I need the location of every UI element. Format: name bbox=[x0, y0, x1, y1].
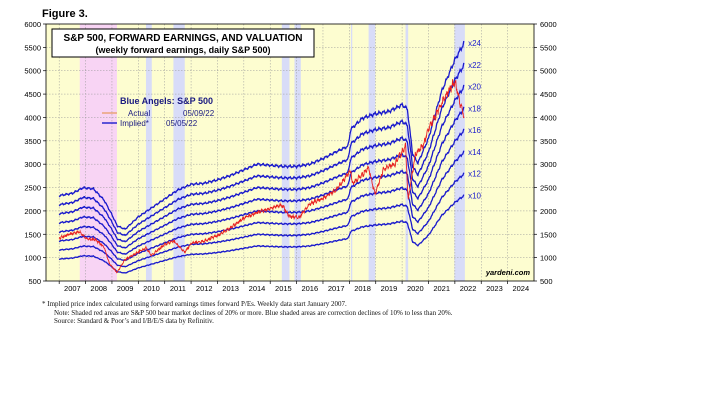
footnote-line-3: Source: Standard & Poor’s and I/B/E/S da… bbox=[54, 317, 214, 325]
y-tick-label-right: 1500 bbox=[540, 230, 557, 239]
x-tick-label: 2010 bbox=[143, 284, 160, 293]
y-tick-label-right: 5000 bbox=[540, 67, 557, 76]
y-tick-label-left: 6000 bbox=[24, 20, 41, 29]
x-tick-label: 2008 bbox=[90, 284, 107, 293]
y-tick-label-left: 5000 bbox=[24, 67, 41, 76]
actual-line bbox=[58, 79, 465, 274]
x-tick-label: 2019 bbox=[381, 284, 398, 293]
watermark: yardeni.com bbox=[485, 268, 531, 277]
legend-date-implied: 05/05/22 bbox=[166, 119, 198, 128]
x-tick-label: 2017 bbox=[328, 284, 345, 293]
y-tick-label-right: 3000 bbox=[540, 160, 557, 169]
series-label-x20: x20 bbox=[468, 83, 481, 92]
implied-line-x24 bbox=[58, 40, 465, 231]
implied-line-x22 bbox=[58, 62, 465, 237]
x-tick-label: 2022 bbox=[460, 284, 477, 293]
y-tick-label-right: 2500 bbox=[540, 184, 557, 193]
series-label-x22: x22 bbox=[468, 61, 481, 70]
y-tick-label-left: 1500 bbox=[24, 230, 41, 239]
y-tick-label-right: 4500 bbox=[540, 90, 557, 99]
y-tick-label-left: 500 bbox=[28, 277, 41, 286]
y-tick-label-left: 2000 bbox=[24, 207, 41, 216]
series-label-x18: x18 bbox=[468, 104, 481, 113]
legend-date-actual: 05/09/22 bbox=[183, 109, 215, 118]
y-tick-label-left: 4500 bbox=[24, 90, 41, 99]
y-tick-label-left: 4000 bbox=[24, 113, 41, 122]
x-tick-label: 2013 bbox=[222, 284, 239, 293]
y-axis-right: 500 1000 1500 2000 2500 3000 3500 4000 4500 5000 5… bbox=[534, 20, 557, 286]
legend-title: Blue Angels: S&P 500 bbox=[120, 96, 213, 106]
x-tick-label: 2020 bbox=[407, 284, 424, 293]
x-tick-label: 2021 bbox=[433, 284, 450, 293]
series-labels: x24 x22 x20 x18 x16 x14 x12 x10 bbox=[468, 39, 481, 200]
footnote: * Implied price index calculated using f… bbox=[42, 300, 642, 326]
correction-shade bbox=[350, 24, 353, 281]
series-lines bbox=[58, 40, 465, 274]
y-tick-label-left: 2500 bbox=[24, 184, 41, 193]
x-tick-label: 2024 bbox=[512, 284, 529, 293]
x-axis: 2007 2008 2009 2010 2011 2012 2013 2014 2015 2016… bbox=[58, 281, 529, 293]
x-tick-label: 2009 bbox=[117, 284, 134, 293]
y-tick-label-right: 1000 bbox=[540, 254, 557, 263]
y-tick-label-right: 4000 bbox=[540, 113, 557, 122]
y-tick-label-right: 2000 bbox=[540, 207, 557, 216]
correction-shade bbox=[405, 24, 409, 281]
y-tick-label-right: 5500 bbox=[540, 43, 557, 52]
implied-line-x20 bbox=[58, 84, 465, 243]
correction-shade bbox=[173, 24, 185, 281]
x-tick-label: 2016 bbox=[301, 284, 318, 293]
legend: Blue Angels: S&P 500 Actual 05/09/22 Imp… bbox=[102, 96, 215, 128]
x-tick-label: 2012 bbox=[196, 284, 213, 293]
implied-line-x10 bbox=[58, 194, 465, 274]
y-tick-label-left: 3000 bbox=[24, 160, 41, 169]
x-tick-label: 2015 bbox=[275, 284, 292, 293]
footnote-line-2: Note: Shaded red areas are S&P 500 bear … bbox=[54, 308, 453, 317]
x-tick-label: 2018 bbox=[354, 284, 371, 293]
implied-line-x12 bbox=[58, 172, 465, 268]
correction-shade bbox=[454, 24, 465, 281]
y-axis-left: 500 1000 1500 2000 2500 3000 3500 4000 4500 5000 5… bbox=[24, 20, 46, 286]
correction-shade bbox=[368, 24, 376, 281]
plot-frame bbox=[45, 23, 535, 282]
correction-shade bbox=[294, 24, 301, 281]
y-tick-label-left: 3500 bbox=[24, 137, 41, 146]
x-tick-label: 2007 bbox=[64, 284, 81, 293]
implied-line-x18 bbox=[58, 106, 465, 249]
actual-series bbox=[58, 79, 465, 274]
series-label-x24: x24 bbox=[468, 39, 481, 48]
x-tick-label: 2011 bbox=[170, 284, 186, 293]
x-tick-label: 2023 bbox=[486, 284, 503, 293]
series-label-x12: x12 bbox=[468, 170, 481, 179]
chart-subtitle: (weekly forward earnings, daily S&P 500) bbox=[96, 45, 271, 55]
series-label-x10: x10 bbox=[468, 191, 481, 200]
figure-label: Figure 3. bbox=[42, 8, 88, 20]
series-label-x16: x16 bbox=[468, 126, 481, 135]
y-tick-label-left: 1000 bbox=[24, 254, 41, 263]
legend-label-implied: Implied* bbox=[120, 119, 149, 128]
y-tick-label-right: 6000 bbox=[540, 20, 557, 29]
correction-shade bbox=[145, 24, 152, 281]
y-tick-label-right: 3500 bbox=[540, 137, 557, 146]
correction-shade bbox=[281, 24, 290, 281]
implied-line-x16 bbox=[58, 128, 465, 255]
x-tick-label: 2014 bbox=[249, 284, 266, 293]
legend-label-actual: Actual bbox=[128, 109, 150, 118]
chart-title: S&P 500, FORWARD EARNINGS, AND VALUATION bbox=[64, 33, 303, 44]
implied-line-x14 bbox=[58, 150, 465, 262]
chart: 5001000150020002500300035004000450050005… bbox=[24, 20, 557, 293]
series-label-x14: x14 bbox=[468, 148, 481, 157]
y-tick-label-left: 5500 bbox=[24, 43, 41, 52]
title-box bbox=[51, 28, 315, 58]
footnote-line-1: * Implied price index calculated using f… bbox=[42, 300, 347, 308]
y-tick-label-right: 500 bbox=[540, 277, 553, 286]
